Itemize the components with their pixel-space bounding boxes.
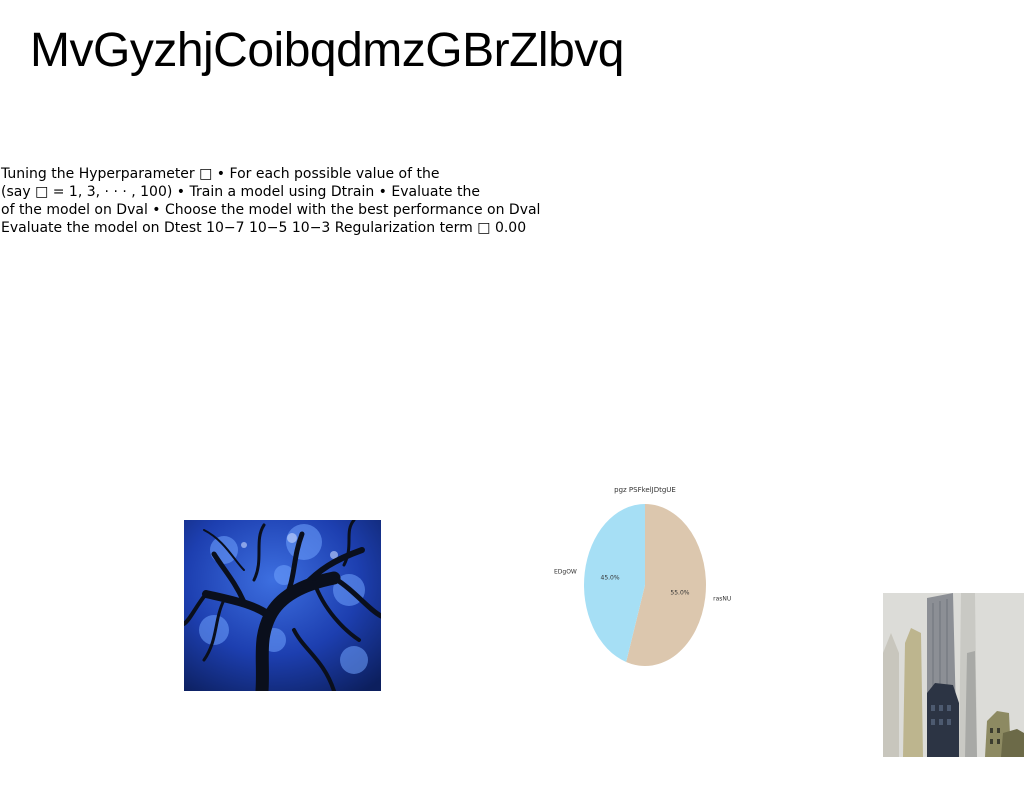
pie-slice-rasNU [626,504,706,666]
body-line: of the model on Dval • Choose the model … [1,202,541,218]
tree-photo [184,520,381,691]
pie-pct-label: 45.0% [601,575,620,582]
pie-category-label: rasNU [713,596,731,603]
body-line: Tuning the Hyperparameter □ • For each p… [1,166,440,182]
pie-category-label: EDgOW [554,568,577,575]
slide-title: MvGyzhjCoibqdmzGBrZlbvq [30,24,624,77]
chart-title: pgz PSFkelJDtgUE [614,486,676,494]
pie-chart: pgz PSFkelJDtgUE 55.0% rasNU 45.0% EDgOW [545,478,745,673]
body-line: (say □ = 1, 3, · · · , 100) • Train a mo… [1,184,480,200]
body-text: Tuning the Hyperparameter □ • For each p… [1,165,561,237]
pie-pct-label: 55.0% [670,589,689,596]
body-line: Evaluate the model on Dtest 10−7 10−5 10… [1,220,527,236]
city-photo [883,593,1024,757]
pie-slice-EDgOW [584,504,645,663]
